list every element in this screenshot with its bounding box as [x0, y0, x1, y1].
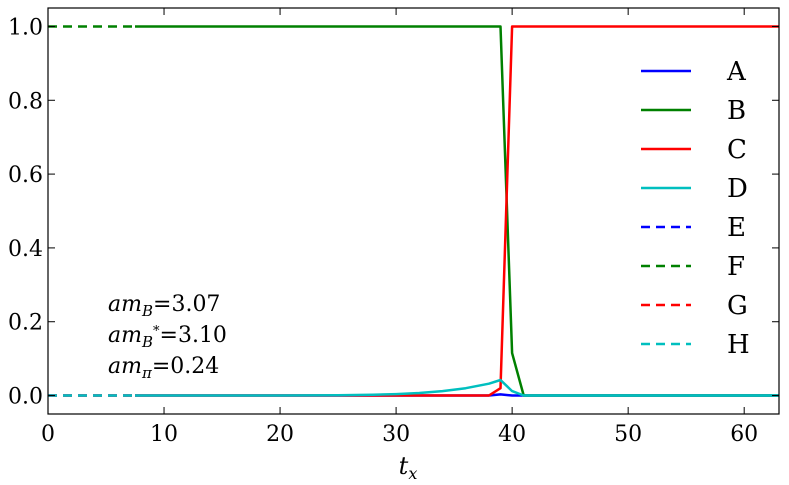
- legend-label-c: C: [727, 135, 747, 165]
- legend-label-a: A: [726, 57, 747, 87]
- annotation-line: amB=3.07: [108, 292, 220, 320]
- plot-frame: [47, 7, 780, 415]
- x-tick-label: 0: [41, 422, 55, 447]
- y-tick-label: 0.8: [8, 89, 43, 114]
- x-tick-label: 40: [498, 422, 526, 447]
- legend-label-h: H: [727, 330, 750, 360]
- series-layer: [48, 25, 779, 397]
- series-line-b: [135, 25, 779, 397]
- legend-label-b: B: [727, 96, 746, 126]
- series-line-c: [135, 25, 779, 397]
- x-tick-label: 20: [266, 422, 294, 447]
- x-tick-label: 50: [614, 422, 642, 447]
- annotation-box: amB=3.07 amB*=3.10 amπ=0.24: [108, 292, 227, 382]
- y-tick-label: 0.0: [8, 385, 43, 410]
- legend-label-d: D: [727, 174, 748, 204]
- annotation-line: amB*=3.10: [108, 323, 227, 351]
- y-tick-label: 0.6: [8, 163, 43, 188]
- x-axis-label: tx: [399, 452, 418, 483]
- legend-label-e: E: [727, 213, 746, 243]
- x-tick-label: 60: [730, 422, 758, 447]
- ticks-layer: [47, 8, 779, 414]
- tick-labels: 0 10 20 30 40 50 60 0.0 0.2 0.4 0.6 0.8 1.0: [8, 15, 758, 447]
- legend-label-f: F: [727, 252, 745, 282]
- x-tick-label: 10: [150, 422, 178, 447]
- annotation-line: amπ=0.24: [108, 354, 219, 382]
- y-tick-label: 0.4: [8, 237, 43, 262]
- legend-label-g: G: [727, 291, 748, 321]
- series-line-d: [135, 378, 779, 397]
- y-tick-label: 0.2: [8, 311, 43, 336]
- x-tick-label: 30: [382, 422, 410, 447]
- y-tick-label: 1.0: [8, 15, 43, 40]
